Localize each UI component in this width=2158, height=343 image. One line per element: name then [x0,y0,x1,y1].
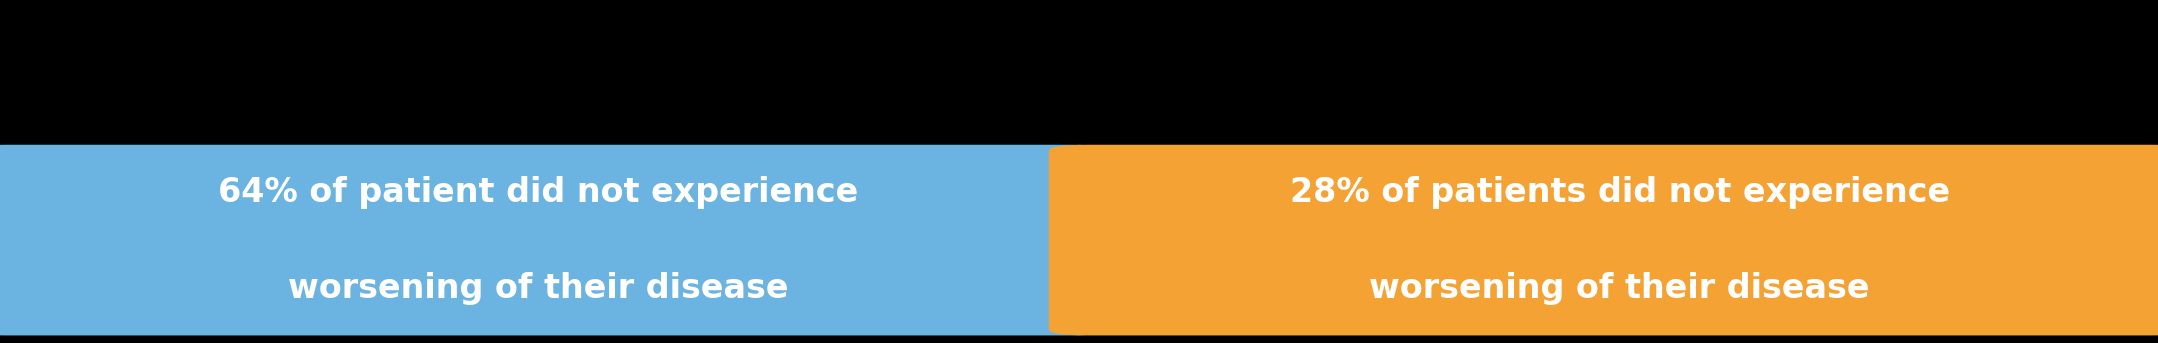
Text: 28% of patients did not experience: 28% of patients did not experience [1290,176,1949,209]
FancyBboxPatch shape [0,145,1109,335]
FancyBboxPatch shape [1049,145,2158,335]
Text: 64% of patient did not experience: 64% of patient did not experience [218,176,859,209]
Text: worsening of their disease: worsening of their disease [1370,272,1869,305]
Text: worsening of their disease: worsening of their disease [289,272,788,305]
